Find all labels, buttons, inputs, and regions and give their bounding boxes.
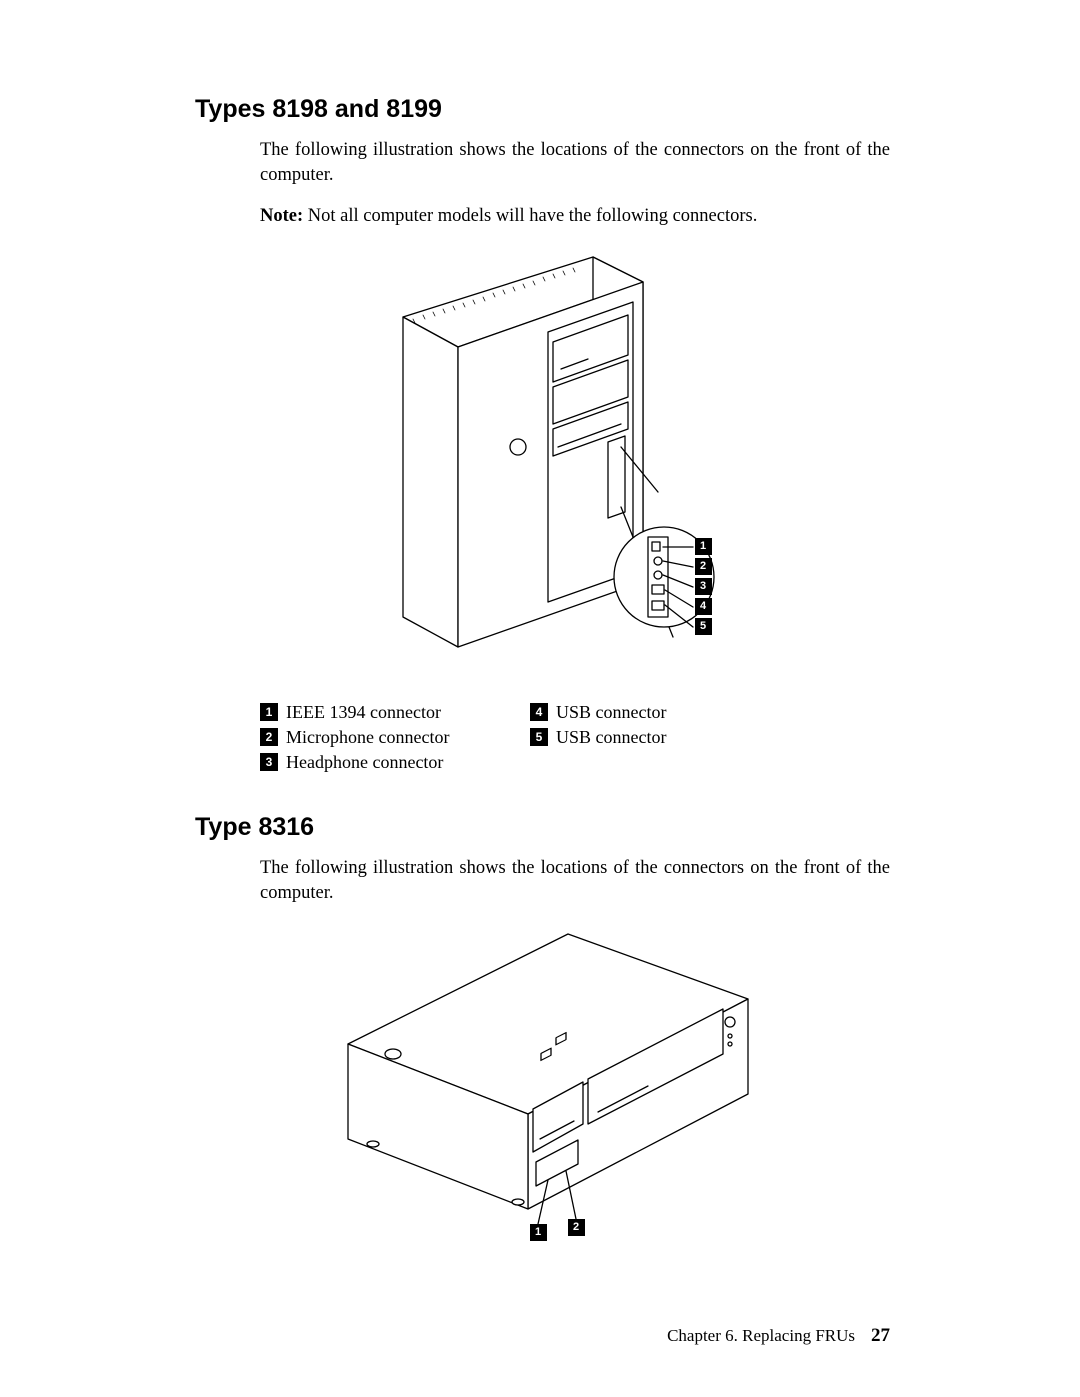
section-intro: The following illustration shows the loc… — [260, 856, 890, 906]
callout-badge: 3 — [695, 578, 712, 595]
legend-label: Microphone connector — [286, 727, 449, 748]
note-line: Note: Not all computer models will have … — [260, 206, 890, 227]
footer-chapter: Chapter 6. Replacing FRUs — [667, 1326, 855, 1346]
callout-badge: 1 — [695, 538, 712, 555]
callout-badge: 1 — [530, 1224, 547, 1241]
callout-badge: 2 — [695, 558, 712, 575]
legend-num: 1 — [260, 703, 278, 721]
legend-num: 3 — [260, 753, 278, 771]
page-footer: Chapter 6. Replacing FRUs 27 — [667, 1325, 890, 1347]
legend-label: USB connector — [556, 727, 666, 748]
section-heading: Type 8316 — [195, 813, 890, 842]
legend-label: IEEE 1394 connector — [286, 702, 441, 723]
note-label: Note: — [260, 206, 303, 226]
callout-badge: 5 — [695, 618, 712, 635]
legend-item: 2 Microphone connector — [260, 727, 530, 748]
callout-badge: 2 — [568, 1219, 585, 1236]
note-text: Not all computer models will have the fo… — [303, 206, 757, 226]
legend-label: Headphone connector — [286, 752, 443, 773]
legend-label: USB connector — [556, 702, 666, 723]
footer-page-number: 27 — [871, 1325, 890, 1347]
legend-item: 4 USB connector — [530, 702, 666, 723]
legend-item: 3 Headphone connector — [260, 752, 530, 773]
desktop-illustration — [318, 924, 768, 1254]
section-heading: Types 8198 and 8199 — [195, 95, 890, 124]
legend-item: 5 USB connector — [530, 727, 666, 748]
legend-item: 1 IEEE 1394 connector — [260, 702, 530, 723]
section-intro: The following illustration shows the loc… — [260, 138, 890, 188]
tower-illustration — [363, 247, 723, 677]
legend-num: 5 — [530, 728, 548, 746]
figure-tower: 1 2 3 4 5 — [195, 247, 890, 682]
legend-num: 2 — [260, 728, 278, 746]
callout-badge: 4 — [695, 598, 712, 615]
figure-desktop: 1 2 — [195, 924, 890, 1259]
legend-num: 4 — [530, 703, 548, 721]
legend: 1 IEEE 1394 connector 2 Microphone conne… — [260, 702, 890, 773]
